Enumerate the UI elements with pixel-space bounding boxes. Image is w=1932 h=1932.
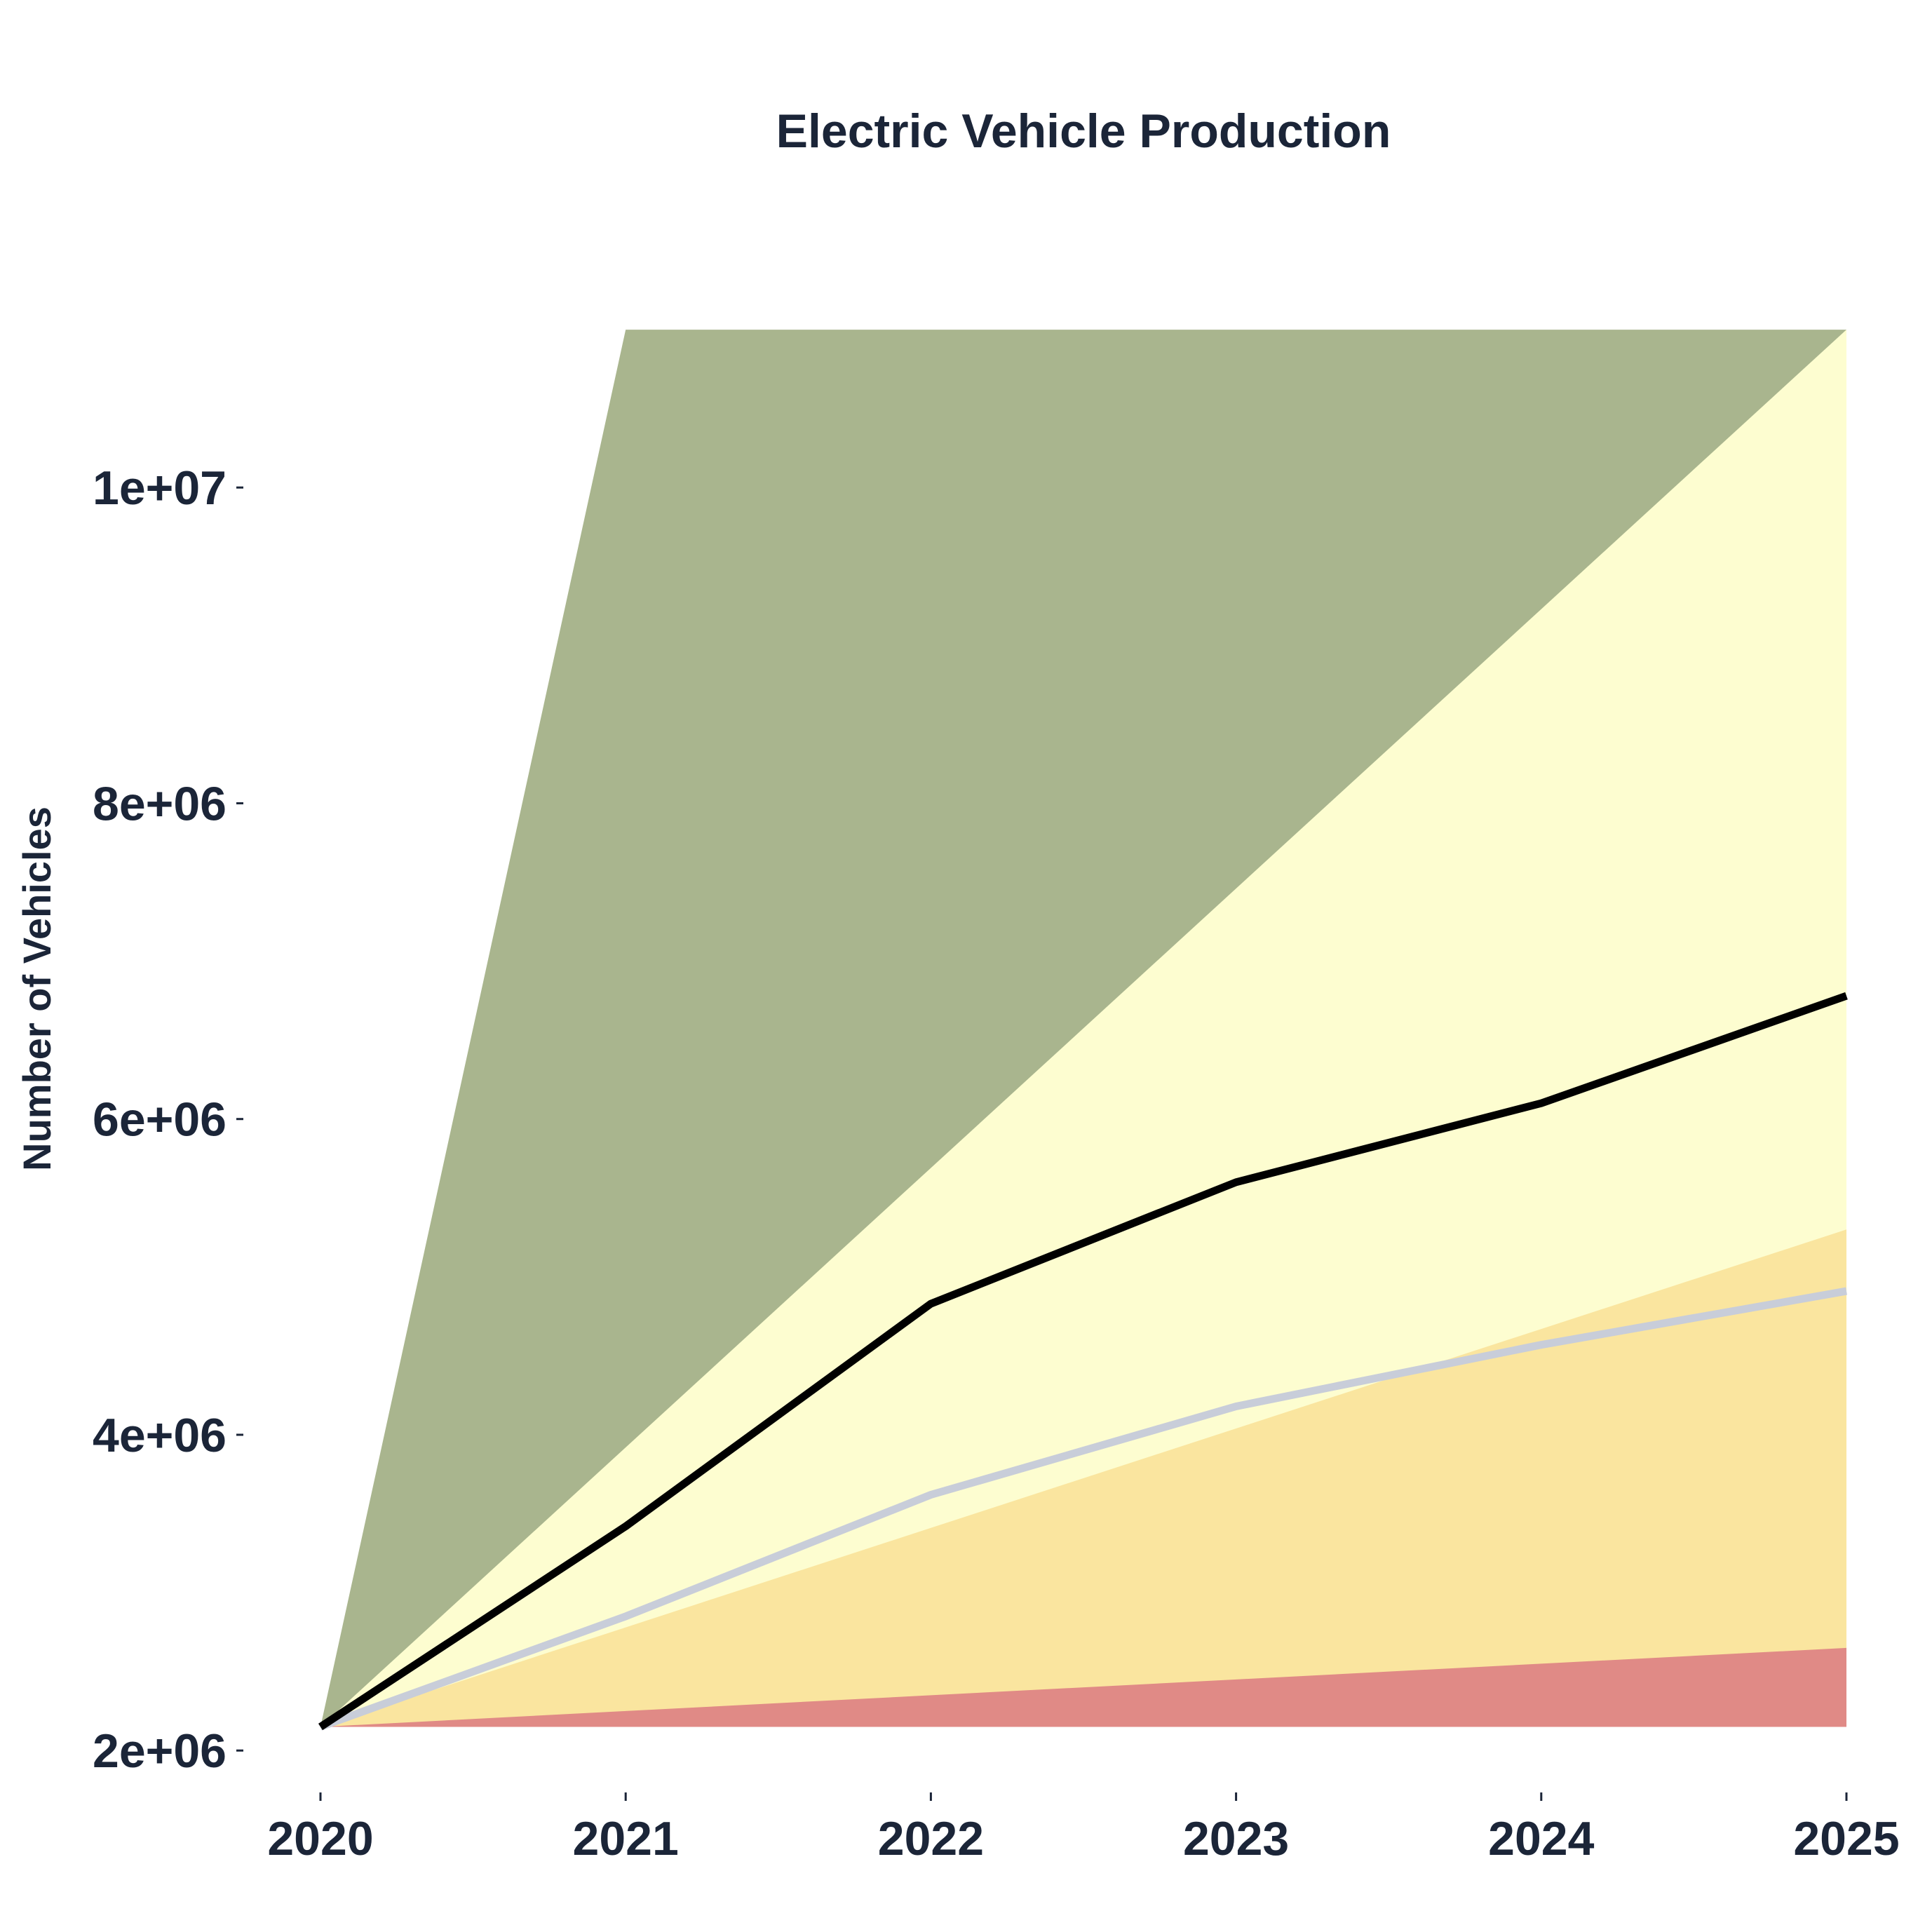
y-axis-label: Number of Vehicles [15,806,59,1171]
x-tick-label: 2020 [267,1812,373,1865]
x-tick-label: 2021 [573,1812,679,1865]
series-line-1 [318,992,1848,1731]
y-tick-label: 1e+07 [93,461,227,515]
y-axis: 2e+06 4e+06 6e+06 8e+06 1e+07 [93,461,243,1778]
band-3 [320,1229,1846,1727]
x-tick-label: 2022 [878,1812,984,1865]
x-tick-label: 2023 [1183,1812,1289,1865]
bands-layer [320,330,1846,1727]
y-tick-label: 8e+06 [93,777,227,830]
band-4 [320,1647,1846,1727]
x-axis: 2020 2021 2022 2023 2024 2025 [267,1792,1900,1865]
y-tick-label: 4e+06 [93,1409,227,1462]
y-tick-label: 6e+06 [93,1093,227,1147]
x-tick-label: 2025 [1793,1812,1899,1865]
series-layer [318,992,1848,1731]
series-line-2 [319,1287,1847,1731]
chart-title: Electric Vehicle Production [776,104,1391,158]
y-tick-label: 2e+06 [93,1724,227,1778]
x-tick-label: 2024 [1488,1812,1594,1865]
